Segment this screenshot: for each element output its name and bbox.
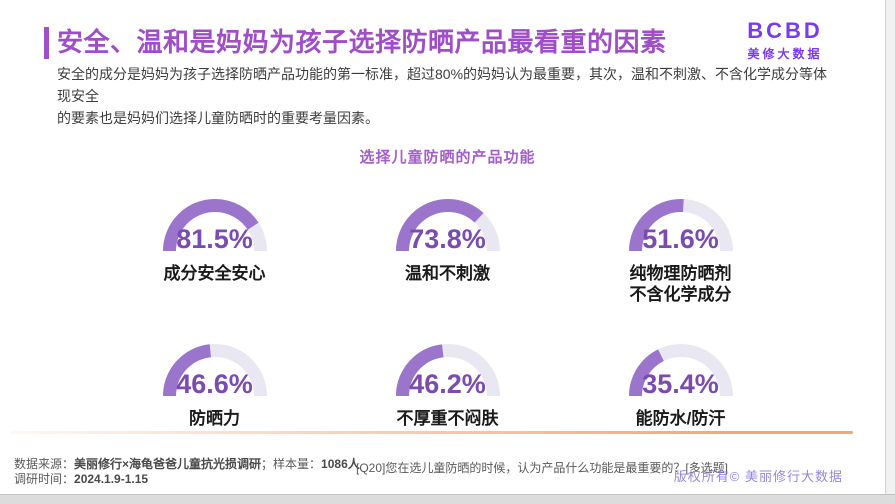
gauge-chart: 81.5% xyxy=(162,199,267,254)
gauge-fill xyxy=(395,344,500,397)
gauge-label: 能防水/防汗 xyxy=(635,409,726,428)
gauge-fill xyxy=(162,199,267,252)
gauge-chart: 35.4% xyxy=(628,344,733,399)
gauge-fill xyxy=(628,344,733,397)
gauge-label: 温和不刺激 xyxy=(405,264,490,283)
gauge-card: 81.5% 成分安全安心 xyxy=(98,196,331,341)
gauge-card: 73.8% 温和不刺激 xyxy=(331,196,564,341)
logo-brand-text: BCBD xyxy=(747,18,823,43)
title-accent-bar xyxy=(44,27,49,59)
gauge-value: 51.6% xyxy=(642,224,719,254)
gauge-chart: 46.6% xyxy=(162,344,267,399)
gauge-arc-svg xyxy=(162,199,267,252)
page-description-line1: 安全的成分是妈妈为孩子选择防晒产品功能的第一标准，超过80%的妈妈认为最重要，其… xyxy=(57,66,828,104)
page-title: 安全、温和是妈妈为孩子选择防晒产品最看重的因素 xyxy=(57,27,667,57)
footer-source-line2: 调研时间：2024.1.9-1.15 xyxy=(14,472,149,486)
gauge-fill xyxy=(162,344,267,397)
footer-copyright: 版权所有© 美丽修行大数据 xyxy=(673,469,843,484)
gauge-value: 73.8% xyxy=(409,224,486,254)
gauge-label: 防晒力 xyxy=(189,409,240,428)
gauge-chart: 46.2% xyxy=(395,344,500,399)
gauge-arc-svg xyxy=(395,344,500,397)
gauge-card: 35.4% 能防水/防汗 xyxy=(564,341,797,429)
page-description: 安全的成分是妈妈为孩子选择防晒产品功能的第一标准，超过80%的妈妈认为最重要，其… xyxy=(57,63,837,129)
footer-data-source: 数据来源：美丽修行×海龟爸爸儿童抗光损调研；样本量：1086人 调研时间：202… xyxy=(14,457,360,487)
gauge-arc-svg xyxy=(395,199,500,252)
window-bottom-strip xyxy=(0,494,895,504)
bcbd-logo: BCBD 美修大数据 xyxy=(725,20,845,62)
gauge-value: 35.4% xyxy=(642,369,719,399)
gauge-arc-svg xyxy=(628,344,733,397)
chart-title: 选择儿童防晒的产品功能 xyxy=(359,149,536,166)
gauge-fill xyxy=(395,199,500,252)
gauge-card: 51.6% 纯物理防晒剂 不含化学成分 xyxy=(564,196,797,341)
gauge-chart: 51.6% xyxy=(628,199,733,254)
gauge-arc-svg xyxy=(162,344,267,397)
window-right-gutter xyxy=(885,0,895,504)
gauge-label: 纯物理防晒剂 不含化学成分 xyxy=(629,264,732,304)
gauge-fill xyxy=(628,199,733,252)
gauge-label: 成分安全安心 xyxy=(163,264,266,283)
gauge-card: 46.2% 不厚重不闷肤 xyxy=(331,341,564,429)
logo-brand-name: 美修大数据 xyxy=(747,47,823,61)
footer-source-line1: 数据来源：美丽修行×海龟爸爸儿童抗光损调研；样本量：1086人 xyxy=(14,457,360,471)
page-description-line2: 的要素也是妈妈们选择儿童防晒时的重要考量因素。 xyxy=(57,110,379,126)
report-slide: 安全、温和是妈妈为孩子选择防晒产品最看重的因素 安全的成分是妈妈为孩子选择防晒产… xyxy=(10,19,853,487)
gauge-chart: 73.8% xyxy=(395,199,500,254)
footer-survey-question: [Q20]您在选儿童防晒的时候，认为产品什么功能是最重要的？[多选题] xyxy=(356,461,729,475)
gauge-value: 46.2% xyxy=(409,369,486,399)
gauge-arc-svg xyxy=(628,199,733,252)
gauge-grid: 81.5% 成分安全安心 73.8% 温和不刺激 51.6% 纯物理防晒剂 不含化学成分 4… xyxy=(98,196,797,429)
gauge-value: 46.6% xyxy=(176,369,253,399)
gauge-value: 81.5% xyxy=(176,224,253,254)
gauge-label: 不厚重不闷肤 xyxy=(396,409,499,428)
footer-divider-line xyxy=(10,431,853,434)
gauge-card: 46.6% 防晒力 xyxy=(98,341,331,429)
